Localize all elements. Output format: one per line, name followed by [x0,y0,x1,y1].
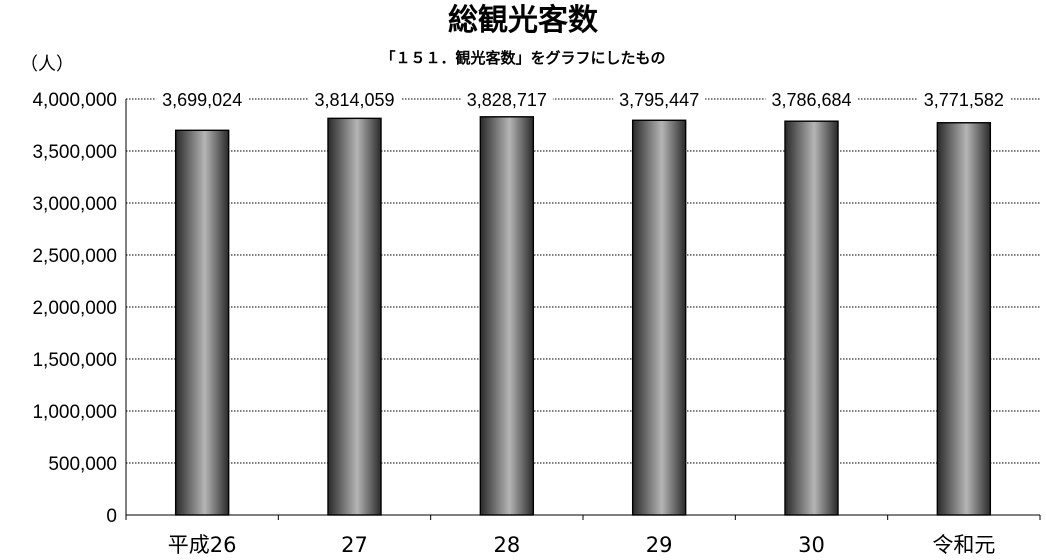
data-labels: 3,699,024 3,814,059 3,828,717 3,795,447 3,78… [156,88,1010,112]
data-label-background [917,88,1010,112]
y-tick-label: 0 [106,506,117,527]
data-label-background [308,88,401,112]
data-label: 3,828,717 [467,90,547,110]
x-category-label: 30 [798,533,825,557]
data-label-background [460,88,553,112]
y-tick-label: 500,000 [48,454,117,475]
y-tick-label: 2,500,000 [32,246,117,267]
chart-title: 総観光客数 [448,3,599,38]
x-axis: 平成26 27 28 29 30 令和元 [125,99,1041,557]
bars [174,116,992,516]
y-tick-label: 4,000,000 [32,90,117,111]
x-category-label: 28 [493,533,520,557]
y-axis-unit-label: （人） [20,54,74,75]
data-label: 3,786,684 [771,90,851,110]
bar [784,120,839,516]
y-tick-label: 1,000,000 [32,402,117,423]
bar [936,122,992,516]
data-label-background [765,88,858,112]
x-category-label: 27 [341,533,368,557]
y-tick-label: 3,500,000 [32,142,117,163]
y-axis-tick-labels: 0 500,000 1,000,000 1,500,000 2,000,000 2,500… [32,90,117,527]
x-category-label: 29 [646,533,673,557]
data-label-background [613,88,706,112]
data-label-background [156,88,249,112]
bar [479,116,535,516]
data-label: 3,771,582 [924,90,1004,110]
x-category-label: 令和元 [932,533,995,557]
chart-subtitle: 「１５１．観光客数」をグラフにしたもの [380,49,665,67]
bar [327,117,382,516]
data-label: 3,795,447 [619,90,699,110]
data-label: 3,814,059 [314,90,394,110]
x-category-label: 平成26 [168,533,237,557]
y-tick-label: 2,000,000 [32,298,117,319]
data-label: 3,699,024 [162,90,242,110]
y-tick-label: 3,000,000 [32,194,117,215]
gridlines [126,98,1040,464]
y-tick-label: 1,500,000 [32,350,117,371]
bar [174,129,230,516]
bar [631,119,687,516]
